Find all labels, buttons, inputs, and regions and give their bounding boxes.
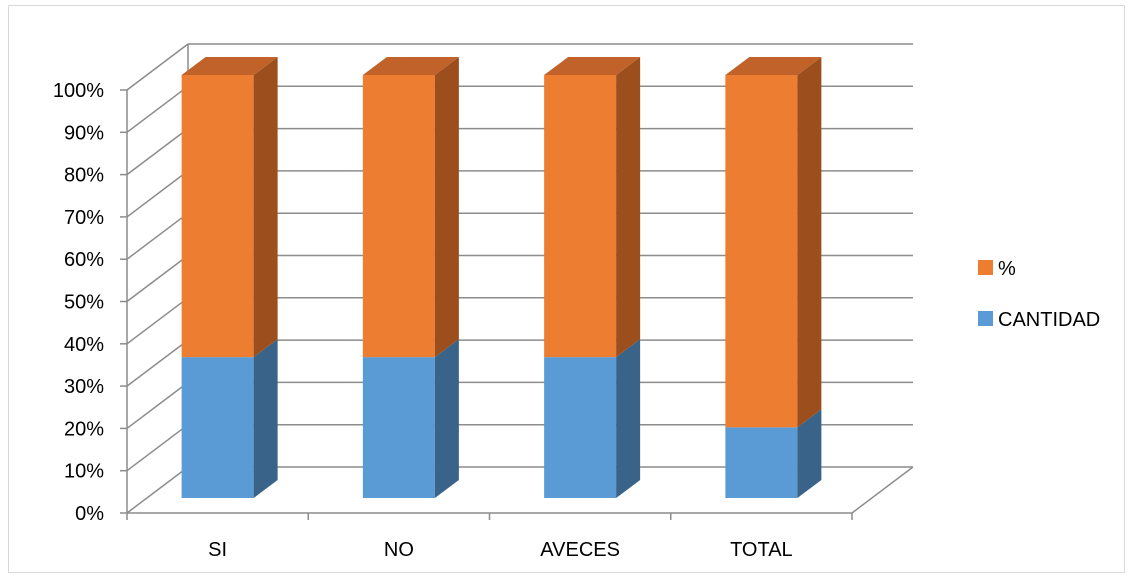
bar-si-percent-side [253, 57, 278, 358]
side-gridline [126, 381, 189, 429]
y-tick-label: 40% [64, 334, 104, 356]
legend-item: CANTIDAD [978, 309, 1100, 331]
bar-total-percent-top [725, 57, 822, 75]
side-gridline [126, 43, 189, 91]
side-gridline [126, 339, 189, 387]
floor-right-edge [851, 466, 914, 514]
y-tick-label: 20% [64, 418, 104, 440]
bar-si-cantidad-side [253, 339, 278, 498]
bar-stack-total [725, 57, 822, 498]
y-tick-label: 50% [64, 292, 104, 314]
bar-si-cantidad-front [181, 357, 254, 498]
bar-no-cantidad-front [362, 357, 435, 498]
bar-aveces-cantidad-front [544, 357, 617, 498]
bar-si-percent-front [181, 75, 254, 358]
x-category-label: AVECES [540, 539, 620, 561]
bar-aveces-percent-front [544, 75, 617, 358]
bars-layer [181, 57, 822, 498]
bar-total-percent-front [725, 75, 798, 428]
bar-no-percent-top [362, 57, 459, 75]
bar-aveces-percent-side [616, 57, 641, 358]
legend-label: % [998, 258, 1016, 280]
bar-total-cantidad-front [725, 427, 798, 498]
y-tick-label: 10% [64, 461, 104, 483]
legend-layer: % CANTIDAD [978, 258, 1100, 331]
side-gridline [126, 128, 189, 176]
legend-swatch [978, 260, 993, 275]
side-gridline [126, 466, 189, 514]
bar-total-percent-side [797, 57, 822, 428]
side-gridline [126, 85, 189, 133]
labels-layer: 0% 10% 20% 30% 40% 50% 60% 70% 80% 90% 100% SI NO AVE… [53, 80, 793, 561]
x-category-label: TOTAL [730, 539, 793, 561]
side-gridline [126, 424, 189, 472]
bar-no-cantidad-side [434, 339, 459, 498]
x-category-label: SI [208, 539, 227, 561]
bar-stack-aveces [544, 57, 641, 498]
bar-aveces-percent-top [544, 57, 641, 75]
bar-aveces-cantidad-side [616, 339, 641, 498]
side-gridline [126, 170, 189, 218]
legend-label: CANTIDAD [998, 309, 1100, 331]
side-gridline [126, 297, 189, 345]
bar-no-percent-side [434, 57, 459, 358]
y-tick-label: 60% [64, 249, 104, 271]
side-gridline [126, 254, 189, 303]
bar-stack-si [181, 57, 278, 498]
y-tick-label: 80% [64, 165, 104, 187]
y-tick-label: 30% [64, 376, 104, 398]
bar-si-percent-top [181, 57, 278, 75]
side-gridline [126, 212, 189, 260]
bar-stack-no [362, 57, 459, 498]
x-category-label: NO [384, 539, 414, 561]
bar-total-cantidad-side [797, 409, 822, 498]
y-tick-label: 0% [75, 503, 104, 525]
y-tick-label: 70% [64, 207, 104, 229]
legend-swatch [978, 311, 993, 326]
y-tick-label: 100% [53, 80, 104, 102]
y-tick-label: 90% [64, 122, 104, 144]
bar-no-percent-front [362, 75, 435, 358]
legend-item: % [978, 258, 1016, 280]
